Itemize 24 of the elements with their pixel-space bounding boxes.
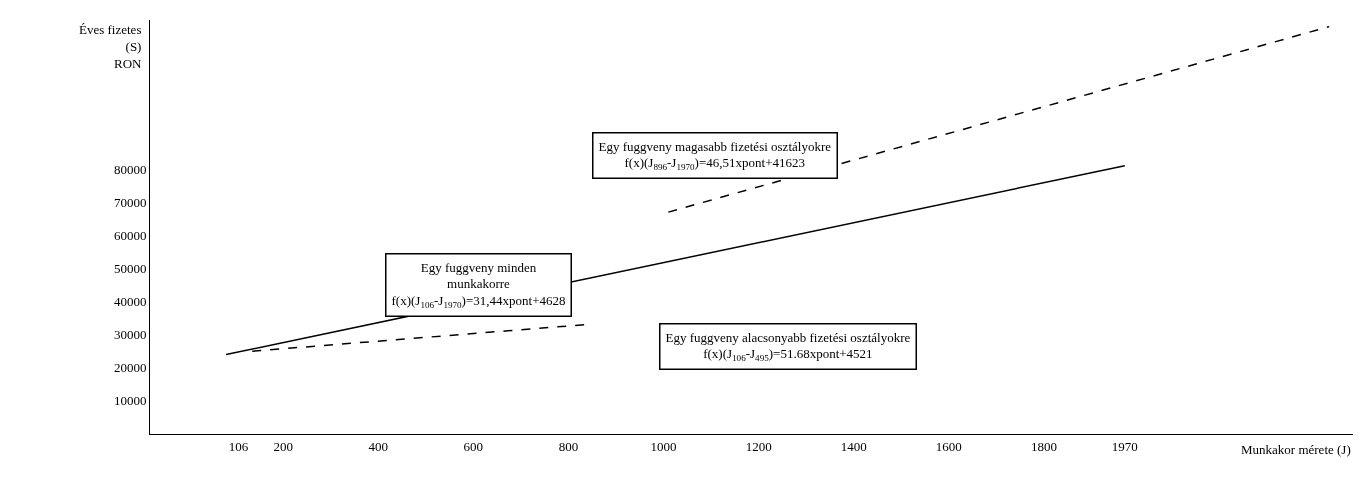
x-tick-label: 1000 [650,438,677,454]
y-tick-label: 10000 [113,393,147,409]
x-tick-label: 1200 [745,438,772,454]
x-tick-label: 1970 [1111,438,1138,454]
annotation: Egy fuggveny alacsonyabb fizetési osztályokre f(x)(J$_{106}$-J$_{495}$)=51.68xpont+4521 [665,329,911,364]
x-tick-label: 1400 [840,438,867,454]
x-tick-label: 600 [463,438,484,454]
y-axis-title: Éves fizetes (S) RON [79,22,143,71]
y-tick-label: 20000 [113,360,147,376]
y-tick-label: 40000 [113,294,147,310]
y-tick-label: 60000 [113,227,147,243]
x-axis-title: Munkakor mérete (J) [1241,442,1351,457]
x-tick-label: 800 [558,438,579,454]
x-tick-label: 106 [228,438,249,454]
x-tick-label: 200 [273,438,293,454]
y-tick-label: 80000 [113,161,147,177]
y-tick-label: 70000 [113,194,147,210]
x-tick-label: 1800 [1030,438,1057,454]
x-tick-label: 1600 [935,438,962,454]
y-tick-label: 50000 [113,260,147,276]
annotation: Egy fuggveny magasabb fizetési osztályokre f(x)(J$_{896}$-J$_{1970}$)=46,51xpont+41623 [598,138,832,173]
text: Egy fuggveny minden munkakorre f(x)(J$_{106}$-J$_{1970}$)=31,44xpont+4628 [391,259,566,311]
x-tick-label: 400 [368,438,388,454]
y-tick-label: 30000 [113,327,147,343]
